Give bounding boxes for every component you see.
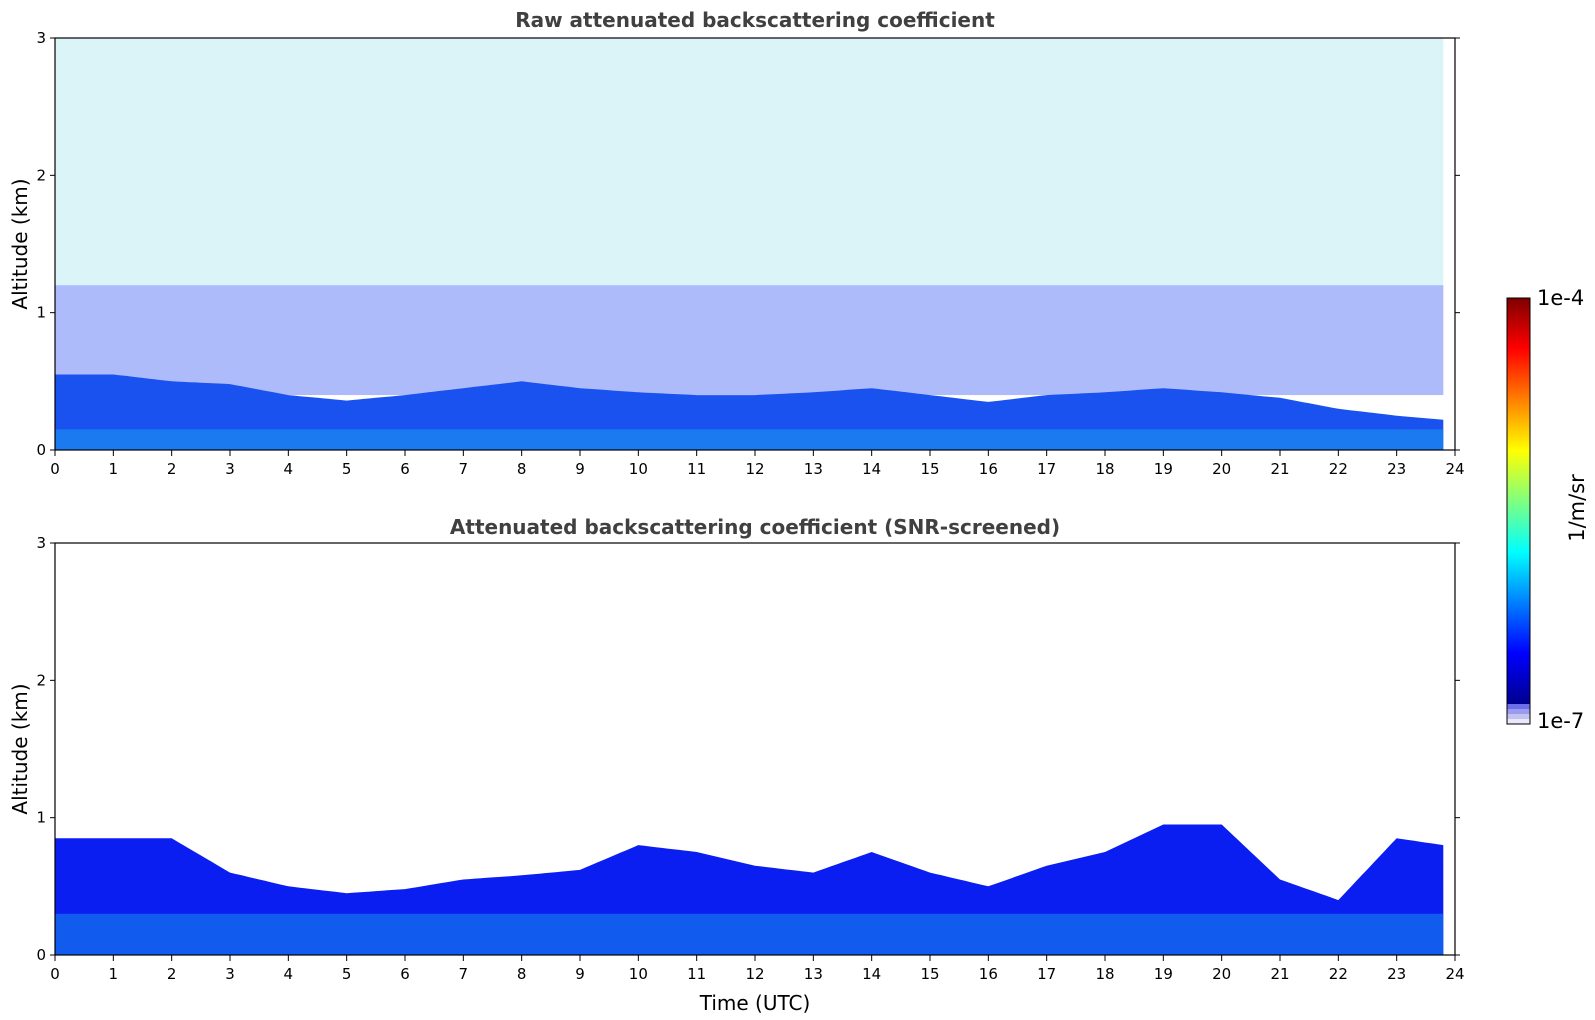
x-tick-label: 20 [1212,965,1231,983]
panel1-heatmap [55,38,1444,450]
x-tick-label: 15 [920,965,939,983]
x-tick-label: 10 [629,965,648,983]
panel1-title: Raw attenuated backscattering coefficien… [515,8,995,32]
panel1-x-ticks: 0 1 2 3 4 5 6 7 8 9 10 11 12 13 14 15 16 17 18 19 20 21 22 23 24 [50,450,1465,478]
x-tick-label: 14 [862,965,881,983]
y-tick-label: 0 [36,441,46,459]
x-tick-label: 4 [284,460,294,478]
x-tick-label: 22 [1329,460,1348,478]
colorbar-low-end [1507,704,1530,724]
x-tick-label: 14 [862,460,881,478]
y-tick-label: 3 [36,29,46,47]
raw-backscatter-panel: Raw attenuated backscattering coefficien… [8,8,1465,478]
x-tick-label: 11 [687,965,706,983]
x-tick-label: 13 [804,460,823,478]
x-tick-label: 6 [400,965,410,983]
colorbar-unit-label: 1/m/sr [1565,474,1589,542]
y-tick-label: 3 [36,534,46,552]
x-tick-label: 19 [1154,965,1173,983]
panel2-xlabel: Time (UTC) [699,991,811,1015]
x-tick-label: 9 [575,460,585,478]
y-tick-label: 1 [36,809,46,827]
snr-screened-panel: Attenuated backscattering coefficient (S… [8,515,1465,1015]
x-tick-label: 17 [1037,965,1056,983]
x-tick-label: 20 [1212,460,1231,478]
x-tick-label: 8 [517,460,527,478]
x-tick-label: 1 [109,965,119,983]
x-tick-label: 1 [109,460,119,478]
x-tick-label: 0 [50,460,60,478]
panel2-y-ticks: 0 1 2 3 [36,534,1460,964]
panel2-heatmap [55,824,1444,955]
x-tick-label: 13 [804,965,823,983]
x-tick-label: 3 [225,965,235,983]
x-tick-label: 24 [1445,460,1464,478]
screened-near-surface [55,913,1444,955]
y-tick-label: 0 [36,946,46,964]
x-tick-label: 11 [687,460,706,478]
x-tick-label: 15 [920,460,939,478]
panel1-ylabel: Altitude (km) [8,178,32,309]
x-tick-label: 19 [1154,460,1173,478]
panel1-y-ticks: 0 1 2 3 [36,29,1460,459]
colorbar: 1e-4 1e-7 1/m/sr [1506,286,1589,733]
colorbar-low-band [1507,714,1530,719]
near-surface-layer [55,429,1444,450]
x-tick-label: 16 [979,460,998,478]
y-tick-label: 2 [36,166,46,184]
x-tick-label: 12 [745,965,764,983]
x-tick-label: 16 [979,965,998,983]
x-tick-label: 12 [745,460,764,478]
y-tick-label: 1 [36,304,46,322]
noise-region-lower [55,285,1444,396]
x-tick-label: 2 [167,460,177,478]
x-tick-label: 3 [225,460,235,478]
x-tick-label: 21 [1270,460,1289,478]
x-tick-label: 23 [1387,460,1406,478]
x-tick-label: 9 [575,965,585,983]
x-tick-label: 17 [1037,460,1056,478]
x-tick-label: 24 [1445,965,1464,983]
panel2-x-ticks: 0 1 2 3 4 5 6 7 8 9 10 11 12 13 14 15 16 17 18 19 20 21 22 23 24 [50,955,1465,983]
x-tick-label: 18 [1095,965,1114,983]
x-tick-label: 10 [629,460,648,478]
noise-region-upper [55,38,1444,286]
colorbar-frame [1506,297,1531,725]
x-tick-label: 7 [459,965,469,983]
x-tick-label: 22 [1329,965,1348,983]
colorbar-max-label: 1e-4 [1537,286,1584,310]
x-tick-label: 5 [342,965,352,983]
panel2-ylabel: Altitude (km) [8,683,32,814]
x-tick-label: 6 [400,460,410,478]
colorbar-gradient [1507,298,1530,704]
y-tick-label: 2 [36,671,46,689]
colorbar-low-band [1507,704,1530,709]
x-tick-label: 5 [342,460,352,478]
x-tick-label: 23 [1387,965,1406,983]
x-tick-label: 4 [284,965,294,983]
x-tick-label: 7 [459,460,469,478]
x-tick-label: 18 [1095,460,1114,478]
x-tick-label: 8 [517,965,527,983]
panel2-title: Attenuated backscattering coefficient (S… [450,515,1060,539]
x-tick-label: 0 [50,965,60,983]
colorbar-low-band [1507,709,1530,714]
colorbar-min-label: 1e-7 [1537,709,1584,733]
x-tick-label: 2 [167,965,177,983]
colorbar-low-band [1507,719,1530,724]
x-tick-label: 21 [1270,965,1289,983]
